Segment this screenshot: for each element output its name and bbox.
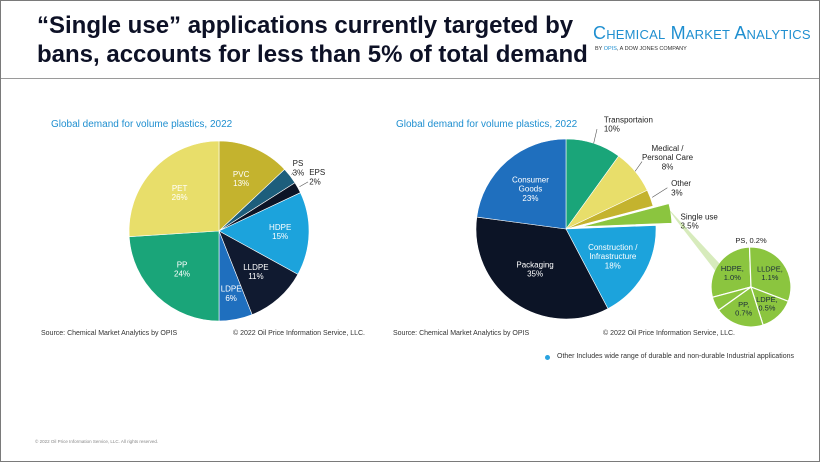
- chart1-label-pvc: PVC 13%: [233, 170, 250, 188]
- chart1-slice-pet: [128, 140, 220, 237]
- chart2-label-consumer-goods-line: Goods: [519, 185, 543, 194]
- chart2-title: Global demand for volume plastics, 2022: [396, 119, 578, 130]
- brand-by: BY: [595, 46, 604, 52]
- breakout-slice-ps: [711, 286, 752, 312]
- breakout-label-lldpe-line: 1.1%: [761, 273, 778, 282]
- breakout-label-hdpe: HDPE, 1.0%: [721, 264, 744, 282]
- breakout-label-hdpe-line: HDPE,: [721, 264, 744, 273]
- chart1-label-eps-line: 2%: [309, 177, 321, 186]
- chart1-label-pp: PP 24%: [174, 260, 190, 278]
- chart2-slice-construction-infrastructure: [565, 225, 657, 310]
- chart1-label-lldpe: LLDPE 11%: [243, 263, 268, 281]
- breakout-slice-pp: [717, 286, 764, 328]
- chart1-label-lldpe-line: LLDPE: [243, 263, 268, 272]
- chart2-label-construction-infrastructure-line: Construction /: [588, 243, 638, 252]
- chart2-label-transportaion: Transportaion 10%: [604, 116, 653, 134]
- breakout-label-pp: PP, 0.7%: [735, 300, 752, 318]
- chart2-label-packaging-line: Packaging: [516, 260, 553, 269]
- chart1-source: Source: Chemical Market Analytics by OPI…: [41, 330, 178, 337]
- breakout-label-hdpe-line: 1.0%: [724, 273, 741, 282]
- chart2-label-single-use: Single use 3.5%: [680, 212, 718, 230]
- breakout-label-ps: PS, 0.2%: [735, 236, 767, 245]
- chart1-label-ldpe: LDPE 6%: [221, 285, 242, 303]
- page-footer: © 2022 Oil Price Information Service, LL…: [35, 439, 159, 444]
- chart2-label-other-line: Other: [671, 179, 691, 188]
- chart1-label-pvc-line: 13%: [233, 179, 249, 188]
- chart1-slice-pp: [128, 230, 220, 322]
- chart2-label-medical-personal-care-line: 8%: [662, 162, 674, 171]
- chart2-label-transportaion-line: Transportaion: [604, 116, 653, 125]
- chart2-slice-other: [565, 189, 654, 230]
- chart1-label-eps: EPS 2%: [309, 168, 325, 186]
- note-bullet-icon: [545, 355, 550, 360]
- breakout-slice-lldpe: [748, 246, 792, 303]
- chart1-label-lldpe-line: 11%: [248, 272, 263, 281]
- breakout-label-ps-line: PS, 0.2%: [735, 236, 767, 245]
- chart1-copyright: © 2022 Oil Price Information Service, LL…: [233, 330, 365, 337]
- brand-company: , A DOW JONES COMPANY: [616, 46, 687, 52]
- chart1-label-hdpe: HDPE 15%: [269, 223, 291, 241]
- chart2-label-medical-personal-care-line: Medical /: [652, 144, 685, 153]
- chart1-label-ldpe-line: LDPE: [221, 285, 242, 294]
- chart1-slice-pvc: [218, 140, 286, 232]
- breakout-label-pp-line: 0.7%: [735, 309, 752, 318]
- chart2-slice-consumer-goods: [476, 138, 567, 230]
- breakout-label-lldpe: LLDPE, 1.1%: [757, 265, 783, 283]
- breakout-connector: [666, 207, 719, 273]
- chart2-label-construction-infrastructure-line: 18%: [605, 261, 621, 270]
- chart2-label-packaging: Packaging 35%: [516, 260, 553, 278]
- chart2-label-consumer-goods-line: Consumer: [512, 175, 549, 184]
- brand-subtitle: BY OPIS, A DOW JONES COMPANY: [595, 46, 687, 52]
- chart1-leader-ps: [291, 172, 294, 175]
- chart2-source: Source: Chemical Market Analytics by OPI…: [393, 330, 530, 337]
- chart1-label-pvc-line: PVC: [233, 170, 250, 179]
- chart1-label-pp-line: 24%: [174, 270, 190, 279]
- chart1-label-hdpe-line: HDPE: [269, 223, 291, 232]
- chart2-label-medical-personal-care: Medical / Personal Care 8%: [642, 144, 694, 171]
- chart2-label-consumer-goods: Consumer Goods 23%: [512, 175, 549, 202]
- chart2-label-medical-personal-care-line: Personal Care: [642, 153, 694, 162]
- breakout-label-ldpe: LDPE, 0.5%: [756, 295, 778, 313]
- chart1-label-pet-line: PET: [172, 184, 188, 193]
- breakout-label-lldpe-line: LLDPE,: [757, 265, 783, 274]
- chart1-leader-eps: [299, 181, 309, 188]
- chart1-slice-hdpe: [218, 192, 310, 275]
- breakout-label-ldpe-line: LDPE,: [756, 295, 778, 304]
- chart2-leader-transportaion: [593, 129, 598, 144]
- chart1-label-ps-line: PS: [293, 159, 304, 168]
- chart1-label-eps-line: EPS: [309, 168, 325, 177]
- chart2-leader-other: [652, 187, 668, 198]
- chart1-label-pet: PET 26%: [172, 184, 188, 202]
- chart2-label-construction-infrastructure: Construction / Infrastructure 18%: [588, 243, 638, 270]
- footnote: Other Includes wide range of durable and…: [557, 353, 794, 360]
- breakout-slice-hdpe: [710, 246, 752, 299]
- chart1-title: Global demand for volume plastics, 2022: [51, 119, 233, 130]
- chart2-label-other: Other 3%: [671, 179, 691, 197]
- breakout-label-ldpe-line: 0.5%: [758, 304, 775, 313]
- chart1-label-ldpe-line: 6%: [225, 294, 237, 303]
- chart1-label-ps-line: 3%: [293, 168, 305, 177]
- brand-opis: OPIS: [603, 46, 617, 52]
- chart2-copyright: © 2022 Oil Price Information Service, LL…: [603, 330, 735, 337]
- chart2-label-construction-infrastructure-line: Infrastructure: [589, 252, 637, 261]
- chart1-label-pet-line: 26%: [172, 193, 188, 202]
- chart2-label-consumer-goods-line: 23%: [522, 194, 538, 203]
- title-divider: [1, 78, 819, 79]
- brand-logo: Chemical Market Analytics: [593, 23, 811, 43]
- chart2-label-packaging-line: 35%: [527, 269, 543, 278]
- chart2-label-other-line: 3%: [671, 188, 683, 197]
- chart2-slice-packaging: [475, 216, 609, 320]
- chart1-label-ps: PS 3%: [293, 159, 305, 177]
- chart2-label-transportaion-line: 10%: [604, 125, 620, 134]
- chart2-label-single-use-line: Single use: [680, 212, 718, 221]
- chart2-slice-single-use: [581, 203, 673, 227]
- chart1-label-pp-line: PP: [177, 260, 188, 269]
- slide-title: “Single use” applications currently targ…: [37, 12, 588, 68]
- chart2-label-single-use-line: 3.5%: [680, 222, 698, 231]
- chart2-leader-medical-personal-care: [634, 161, 643, 172]
- breakout-label-pp-line: PP,: [738, 300, 749, 309]
- chart1-label-hdpe-line: 15%: [272, 232, 288, 241]
